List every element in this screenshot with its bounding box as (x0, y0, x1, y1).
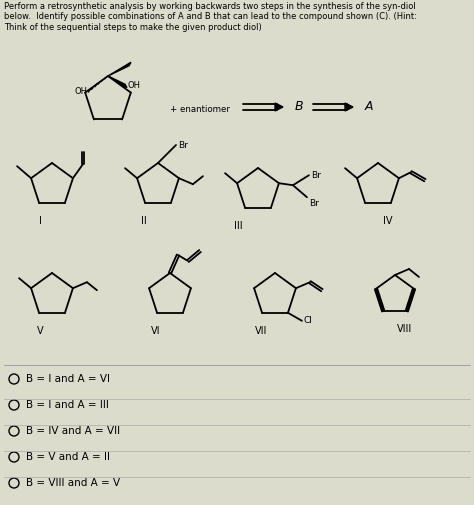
Text: VI: VI (151, 326, 161, 336)
Text: V: V (36, 326, 43, 336)
Text: Br: Br (309, 199, 319, 208)
Text: Br: Br (311, 171, 321, 180)
Text: B = VIII and A = V: B = VIII and A = V (26, 478, 120, 488)
Text: B = IV and A = VII: B = IV and A = VII (26, 426, 120, 436)
Text: IV: IV (383, 216, 393, 226)
Text: A: A (365, 100, 373, 114)
Text: Perform a retrosynthetic analysis by working backwards two steps in the synthesi: Perform a retrosynthetic analysis by wor… (4, 2, 417, 32)
Polygon shape (108, 62, 131, 76)
Text: III: III (234, 221, 242, 231)
Text: + enantiomer: + enantiomer (170, 106, 230, 115)
Text: I: I (38, 216, 41, 226)
Text: OH: OH (75, 86, 88, 95)
Text: B = I and A = VI: B = I and A = VI (26, 374, 110, 384)
Text: II: II (141, 216, 147, 226)
Polygon shape (345, 103, 353, 111)
Text: B = V and A = II: B = V and A = II (26, 452, 110, 462)
Text: B = I and A = III: B = I and A = III (26, 400, 109, 410)
Text: Br: Br (178, 140, 188, 149)
Text: VIII: VIII (397, 324, 413, 334)
Polygon shape (108, 76, 127, 88)
Text: B: B (295, 100, 303, 114)
Text: Cl: Cl (304, 316, 313, 325)
Polygon shape (275, 103, 283, 111)
Text: OH: OH (128, 81, 141, 90)
Text: VII: VII (255, 326, 267, 336)
